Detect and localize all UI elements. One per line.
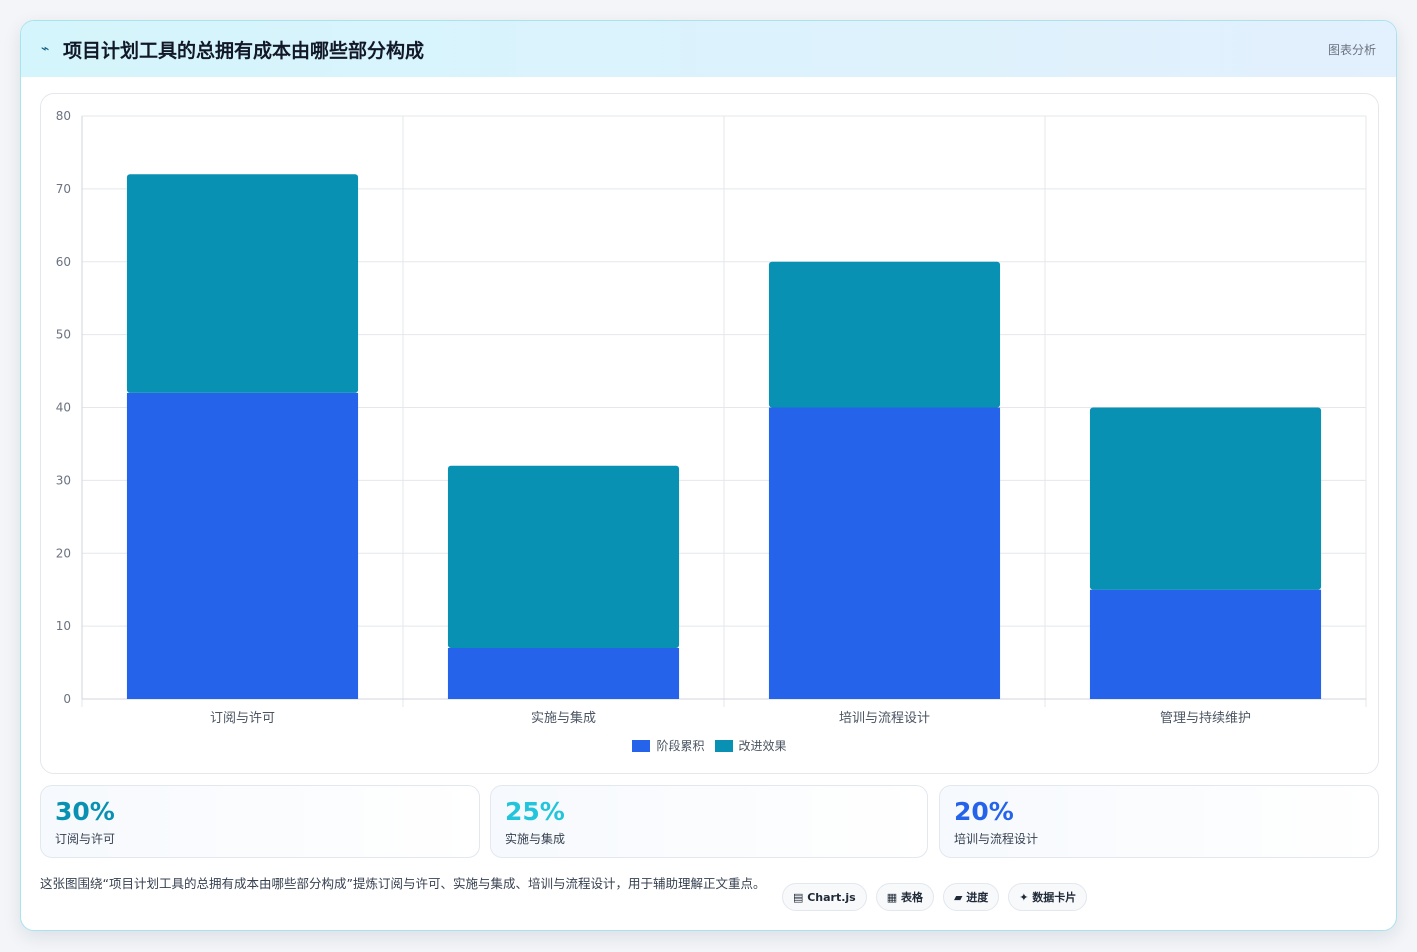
legend-label: 阶段累积 — [656, 739, 705, 753]
y-tick-label: 80 — [56, 109, 71, 123]
stat-value: 30% — [55, 797, 115, 826]
page-title: 项目计划工具的总拥有成本由哪些部分构成 — [63, 39, 425, 62]
bar-improvement-effect — [447, 465, 680, 648]
card-header: ⌁ 项目计划工具的总拥有成本由哪些部分构成 图表分析 — [21, 21, 1396, 77]
bar-improvement-effect — [126, 174, 359, 393]
x-tick-label: 培训与流程设计 — [839, 710, 930, 726]
x-tick-label: 实施与集成 — [531, 710, 596, 726]
bar-stage-cumulative — [126, 392, 359, 699]
stat-card-training: 20% 培训与流程设计 — [939, 785, 1379, 858]
bar-stage-cumulative — [447, 647, 680, 699]
y-tick-label: 70 — [56, 182, 71, 196]
trend-icon: ⌁ — [41, 41, 50, 57]
legend-item-series-2[interactable]: 改进效果 — [714, 737, 787, 754]
chip-table[interactable]: ▦ 表格 — [875, 883, 934, 911]
x-tick-label: 管理与持续维护 — [1160, 711, 1251, 726]
y-tick-label: 30 — [56, 473, 71, 487]
legend-label: 改进效果 — [738, 739, 787, 753]
bar-improvement-effect — [1089, 407, 1322, 590]
y-tick-label: 40 — [56, 401, 71, 415]
legend-swatch — [714, 739, 733, 752]
stat-label: 培训与流程设计 — [954, 832, 1039, 846]
stat-value: 25% — [505, 797, 565, 826]
y-tick-label: 10 — [56, 619, 71, 633]
stat-value: 20% — [954, 797, 1014, 826]
bar-stage-cumulative — [1089, 589, 1322, 699]
stat-label: 订阅与许可 — [55, 832, 116, 846]
chip-data-cards[interactable]: ✦ 数据卡片 — [1008, 883, 1088, 911]
bar-stage-cumulative — [768, 407, 1001, 699]
legend-item-series-1[interactable]: 阶段累积 — [632, 737, 705, 754]
y-tick-label: 60 — [56, 255, 71, 269]
y-tick-label: 0 — [63, 692, 71, 706]
stat-card-subscription: 30% 订阅与许可 — [40, 785, 480, 858]
stacked-bar-chart: 0 10 20 30 40 50 60 70 80 订阅与许可 实施与集成 培训与流程设计 管理与持续维… — [56, 109, 1367, 726]
chart-legend: 阶段累积 改进效果 — [41, 737, 1378, 754]
bar-improvement-effect — [768, 261, 1001, 408]
stat-card-implementation: 25% 实施与集成 — [490, 785, 928, 858]
y-tick-label: 20 — [56, 546, 71, 560]
stat-label: 实施与集成 — [505, 832, 566, 846]
chart-description: 这张图围绕“项目计划工具的总拥有成本由哪些部分构成”提炼订阅与许可、实施与集成、… — [40, 876, 766, 891]
chart-analysis-tag: 图表分析 — [1327, 42, 1376, 57]
feature-chips: ▤ Chart.js ▦ 表格 ▰ 进度 ✦ 数据卡片 — [782, 883, 1088, 911]
x-tick-label: 订阅与许可 — [210, 711, 275, 726]
legend-swatch — [632, 739, 651, 752]
chip-progress[interactable]: ▰ 进度 — [942, 883, 1000, 911]
chip-chartjs[interactable]: ▤ Chart.js — [782, 883, 867, 911]
chart-container: 0 10 20 30 40 50 60 70 80 订阅与许可 实施与集成 培训与流程设计 管理与持续维… — [40, 93, 1379, 774]
chart-card: ⌁ 项目计划工具的总拥有成本由哪些部分构成 图表分析 0 10 20 30 40 50 60… — [20, 20, 1397, 931]
y-tick-label: 50 — [56, 328, 71, 342]
